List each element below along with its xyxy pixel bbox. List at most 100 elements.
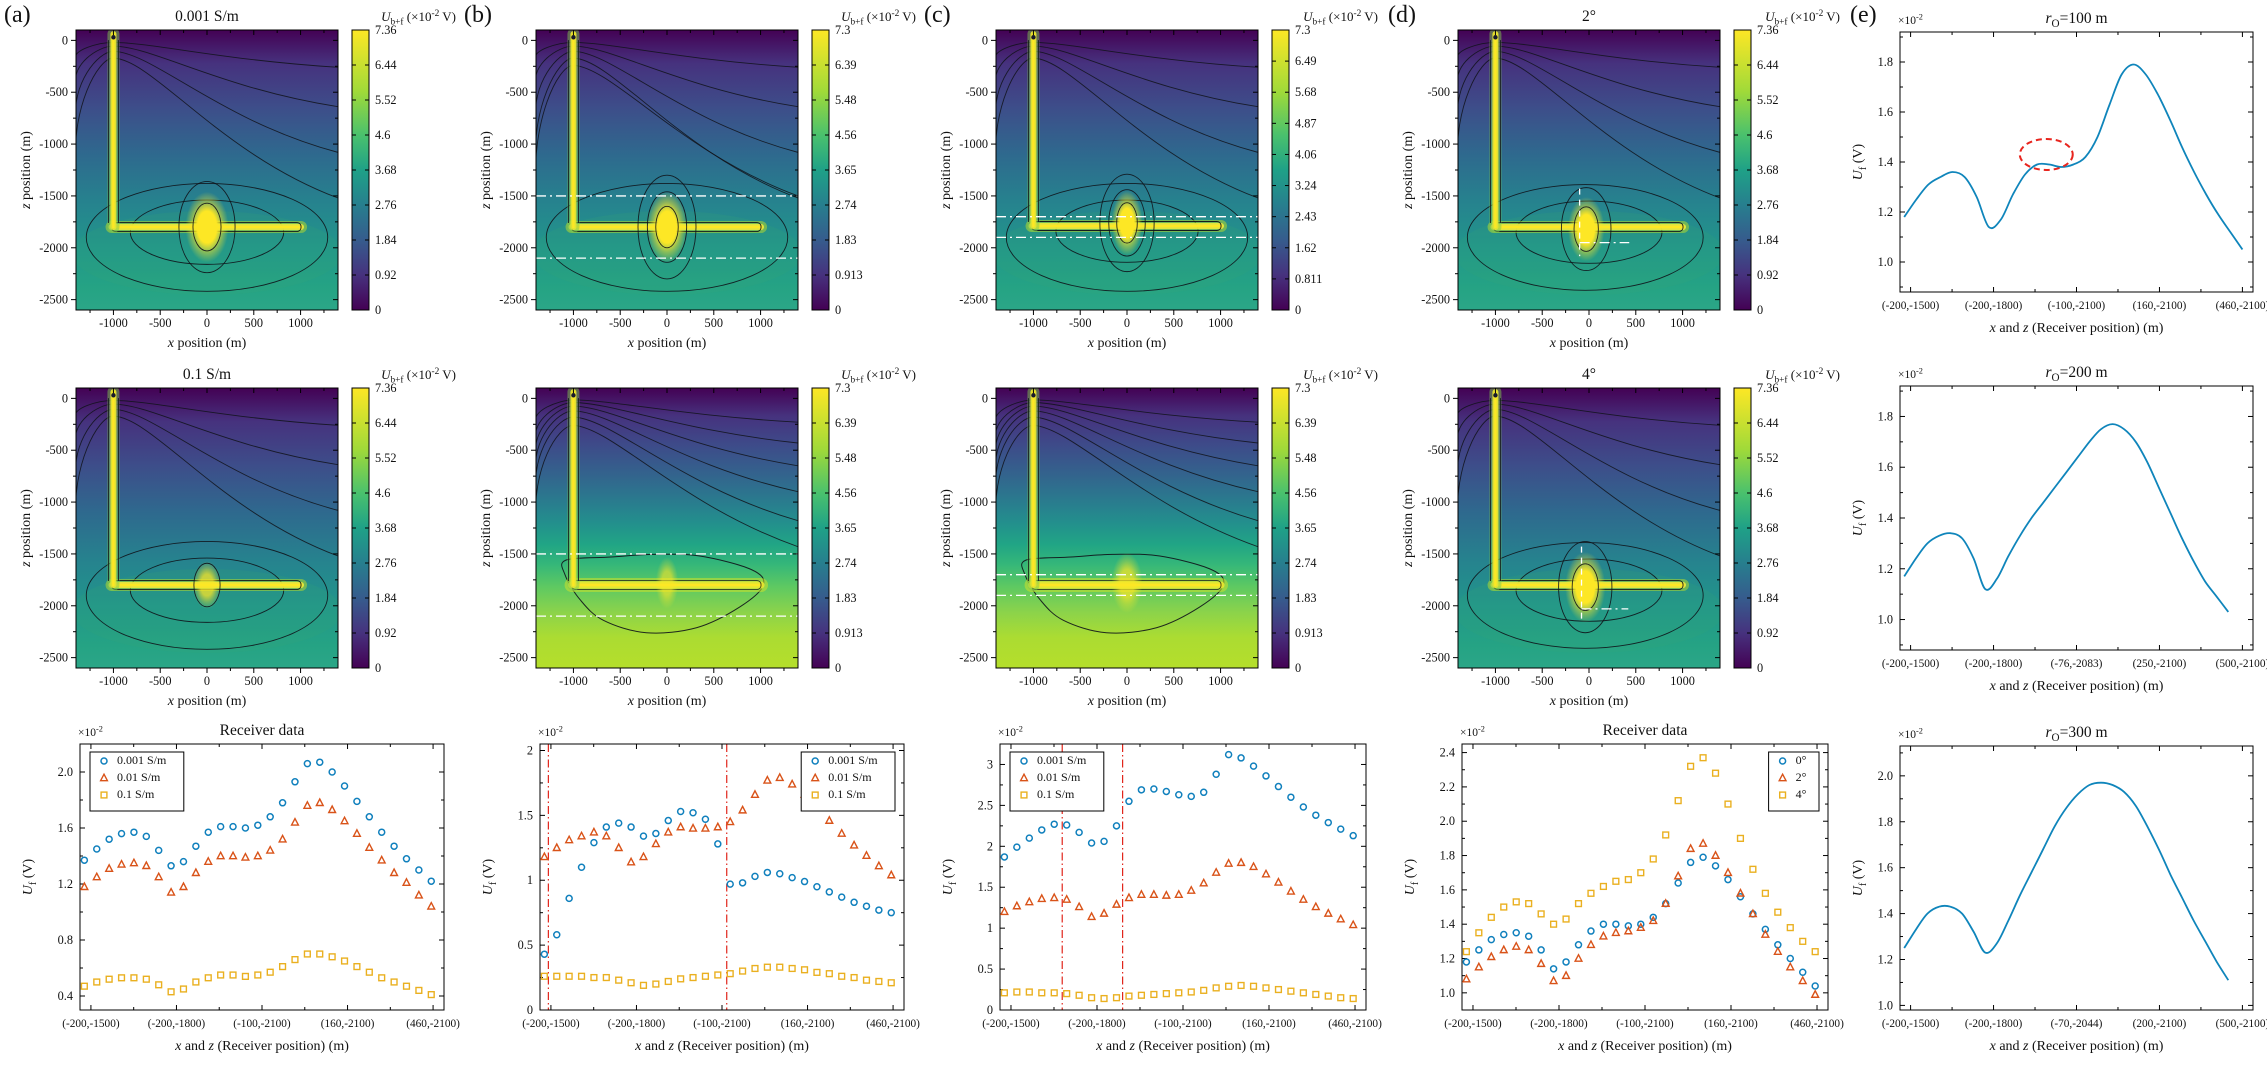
svg-text:0: 0 xyxy=(835,303,841,317)
svg-text:Ub+f (×10-2 V): Ub+f (×10-2 V) xyxy=(841,367,916,386)
svg-text:(-200,-1800): (-200,-1800) xyxy=(148,1018,206,1030)
svg-text:-2000: -2000 xyxy=(1421,241,1450,255)
svg-text:(250,-2100): (250,-2100) xyxy=(2133,658,2187,670)
svg-text:0.001 S/m: 0.001 S/m xyxy=(1037,753,1087,767)
svg-text:x and z (Receiver position) (m: x and z (Receiver position) (m) xyxy=(1095,1039,1270,1054)
svg-text:(500,-2100): (500,-2100) xyxy=(2216,1018,2267,1030)
svg-text:-1000: -1000 xyxy=(959,137,988,151)
svg-text:4°: 4° xyxy=(1796,787,1807,801)
svg-text:0.4: 0.4 xyxy=(58,989,73,1003)
svg-text:-1000: -1000 xyxy=(1421,495,1450,509)
svg-text:0.1 S/m: 0.1 S/m xyxy=(183,366,231,383)
svg-text:4.6: 4.6 xyxy=(1757,486,1772,500)
svg-text:1.83: 1.83 xyxy=(835,233,857,247)
svg-text:0.913: 0.913 xyxy=(1295,626,1323,640)
svg-text:(-100,-2100): (-100,-2100) xyxy=(1154,1018,1212,1030)
svg-text:1000: 1000 xyxy=(1670,316,1695,330)
svg-text:-2000: -2000 xyxy=(959,241,988,255)
svg-text:6.44: 6.44 xyxy=(1757,416,1779,430)
svg-text:0: 0 xyxy=(664,316,670,330)
svg-text:1.83: 1.83 xyxy=(1295,591,1317,605)
svg-text:(-200,-1800): (-200,-1800) xyxy=(1965,300,2023,312)
svg-text:Uf (V): Uf (V) xyxy=(1851,499,1869,536)
svg-text:(-200,-1500): (-200,-1500) xyxy=(1882,300,1940,312)
svg-text:0.001 S/m: 0.001 S/m xyxy=(828,753,878,767)
svg-text:5.68: 5.68 xyxy=(1295,85,1317,99)
svg-text:2.74: 2.74 xyxy=(1295,556,1317,570)
svg-text:-500: -500 xyxy=(149,316,172,330)
svg-text:5.48: 5.48 xyxy=(1295,451,1317,465)
svg-text:-1500: -1500 xyxy=(1421,547,1450,561)
svg-text:x position (m): x position (m) xyxy=(1549,336,1629,351)
svg-text:(460,-2100): (460,-2100) xyxy=(1328,1018,1382,1030)
svg-text:0.92: 0.92 xyxy=(375,268,397,282)
svg-text:(460,-2100): (460,-2100) xyxy=(2216,300,2267,312)
svg-text:0: 0 xyxy=(375,303,381,317)
svg-text:3.65: 3.65 xyxy=(1295,521,1317,535)
plot-b3: (-200,-1500) (-200,-1800) (-100,-2100) (160… xyxy=(462,718,920,1074)
svg-text:0.5: 0.5 xyxy=(978,962,993,976)
svg-text:2: 2 xyxy=(527,743,533,757)
svg-text:500: 500 xyxy=(1165,316,1183,330)
svg-text:(-76,-2083): (-76,-2083) xyxy=(2051,658,2103,670)
svg-text:z position (m): z position (m) xyxy=(939,131,954,210)
svg-text:2.74: 2.74 xyxy=(835,198,857,212)
svg-text:z position (m): z position (m) xyxy=(19,489,34,568)
svg-text:1.8: 1.8 xyxy=(1878,409,1893,423)
svg-text:0.001 S/m: 0.001 S/m xyxy=(175,8,239,25)
svg-text:-1000: -1000 xyxy=(499,137,528,151)
svg-text:-500: -500 xyxy=(1427,85,1450,99)
svg-text:-500: -500 xyxy=(609,674,632,688)
svg-text:Uf (V): Uf (V) xyxy=(21,858,39,895)
svg-text:-2000: -2000 xyxy=(39,599,68,613)
svg-text:Uf (V): Uf (V) xyxy=(481,858,499,895)
svg-text:1000: 1000 xyxy=(1208,316,1233,330)
svg-text:6.44: 6.44 xyxy=(375,416,397,430)
svg-text:0.01 S/m: 0.01 S/m xyxy=(117,770,161,784)
svg-text:-500: -500 xyxy=(1069,316,1092,330)
svg-text:×10-2: ×10-2 xyxy=(78,725,103,739)
svg-text:4°: 4° xyxy=(1582,366,1596,383)
svg-text:6.39: 6.39 xyxy=(1295,416,1317,430)
svg-text:2.0: 2.0 xyxy=(58,765,73,779)
svg-text:0: 0 xyxy=(375,661,381,675)
svg-text:-1500: -1500 xyxy=(959,189,988,203)
svg-text:x position (m): x position (m) xyxy=(167,694,247,709)
svg-text:500: 500 xyxy=(1627,674,1645,688)
svg-text:2.0: 2.0 xyxy=(1440,814,1455,828)
svg-text:x and z (Receiver position) (m: x and z (Receiver position) (m) xyxy=(634,1039,809,1054)
contour-plot-a2: -1000 -500 0 500 1000 0 -500 -1000 -1500 -2000 -25… xyxy=(2,358,460,714)
svg-text:6.39: 6.39 xyxy=(835,58,857,72)
svg-text:-2500: -2500 xyxy=(959,651,988,665)
svg-text:6.44: 6.44 xyxy=(1757,58,1779,72)
svg-text:Uf (V): Uf (V) xyxy=(1851,143,1869,180)
svg-text:0: 0 xyxy=(62,33,68,47)
svg-text:2.76: 2.76 xyxy=(1757,556,1779,570)
svg-text:-500: -500 xyxy=(45,443,68,457)
svg-text:1.5: 1.5 xyxy=(978,880,993,894)
svg-text:1.4: 1.4 xyxy=(1440,917,1455,931)
svg-text:0: 0 xyxy=(1757,661,1763,675)
svg-text:7.3: 7.3 xyxy=(835,381,850,395)
svg-text:7.3: 7.3 xyxy=(835,23,850,37)
svg-text:x and z (Receiver position) (m: x and z (Receiver position) (m) xyxy=(1989,679,2164,694)
svg-text:1.2: 1.2 xyxy=(1440,952,1455,966)
svg-text:500: 500 xyxy=(705,674,723,688)
svg-text:(-200,-1500): (-200,-1500) xyxy=(62,1018,120,1030)
svg-text:1000: 1000 xyxy=(748,316,773,330)
svg-text:(-200,-1500): (-200,-1500) xyxy=(1882,658,1940,670)
svg-text:0: 0 xyxy=(835,661,841,675)
contour-plot-b2: -1000 -500 0 500 1000 0 -500 -1000 -1500 -2000 -25… xyxy=(462,358,920,714)
svg-text:(500,-2100): (500,-2100) xyxy=(2216,658,2267,670)
svg-text:-1500: -1500 xyxy=(959,547,988,561)
svg-text:x position (m): x position (m) xyxy=(1087,336,1167,351)
svg-text:(-100,-2100): (-100,-2100) xyxy=(2048,300,2106,312)
svg-text:-2500: -2500 xyxy=(1421,293,1450,307)
svg-text:0.001 S/m: 0.001 S/m xyxy=(117,753,167,767)
svg-text:1.4: 1.4 xyxy=(1878,907,1893,921)
svg-text:0: 0 xyxy=(987,1003,993,1017)
panel-label-b: (b) xyxy=(464,2,492,28)
svg-text:4.06: 4.06 xyxy=(1295,147,1317,161)
svg-text:7.36: 7.36 xyxy=(375,23,397,37)
svg-text:4.56: 4.56 xyxy=(1295,486,1317,500)
